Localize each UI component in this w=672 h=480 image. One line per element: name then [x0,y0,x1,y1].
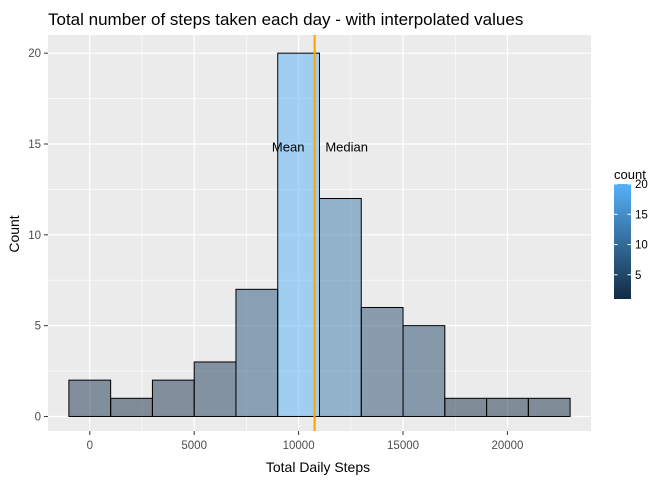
y-axis: 0 5 10 15 20 [28,48,48,423]
x-axis-label: Total Daily Steps [266,459,370,475]
histogram-bar [360,306,404,417]
y-tick-label: 5 [35,321,41,333]
histogram-bar [110,397,153,417]
histogram-bars [68,52,571,417]
x-tick-label: 20000 [491,440,523,452]
y-tick-label: 15 [28,139,41,151]
legend-tick-label: 5 [635,270,641,282]
legend-tick-label: 20 [635,179,648,191]
legend-colorbar [614,184,631,299]
y-axis-label: Count [6,215,22,252]
mean-label: Mean [272,140,305,155]
legend-tick-label: 15 [635,209,648,221]
legend-ticks: 5 10 15 20 [614,179,648,282]
y-tick-label: 10 [28,230,41,242]
histogram-bar [527,397,571,417]
x-tick-label: 0 [87,440,93,452]
histogram-bar [235,288,279,417]
x-tick-label: 5000 [181,440,207,452]
y-tick-label: 20 [28,48,41,60]
x-tick-label: 15000 [387,440,419,452]
histogram-bar [277,52,321,417]
histogram-bar [68,379,112,417]
histogram-bar [486,397,529,417]
legend-title: count [614,167,646,182]
chart-title: Total number of steps taken each day - w… [48,10,523,29]
histogram-bar [444,397,488,417]
histogram-bar [319,197,362,417]
color-legend: count 5 10 15 20 [614,167,648,299]
histogram-bar [402,325,446,417]
histogram-bar [151,379,195,417]
y-tick-label: 0 [35,411,41,423]
x-tick-label: 10000 [283,440,315,452]
median-label: Median [325,140,368,155]
histogram-bar [193,361,237,417]
annotations: Mean Median [272,140,368,155]
x-axis: 0 5000 10000 15000 20000 [87,431,523,452]
legend-tick-label: 10 [635,240,648,252]
